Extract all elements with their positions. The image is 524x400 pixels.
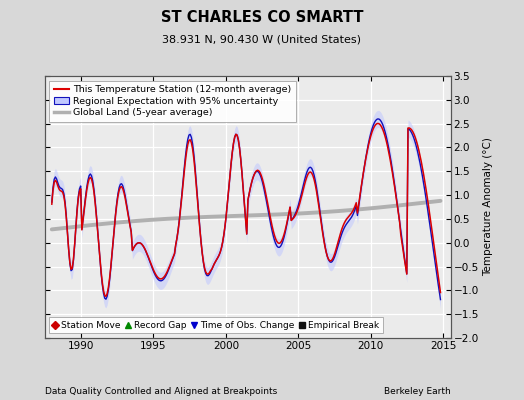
Text: Berkeley Earth: Berkeley Earth: [384, 387, 451, 396]
Text: ST CHARLES CO SMARTT: ST CHARLES CO SMARTT: [161, 10, 363, 25]
Text: 38.931 N, 90.430 W (United States): 38.931 N, 90.430 W (United States): [162, 34, 362, 44]
Y-axis label: Temperature Anomaly (°C): Temperature Anomaly (°C): [483, 138, 493, 276]
Legend: Station Move, Record Gap, Time of Obs. Change, Empirical Break: Station Move, Record Gap, Time of Obs. C…: [49, 317, 383, 334]
Text: Data Quality Controlled and Aligned at Breakpoints: Data Quality Controlled and Aligned at B…: [45, 387, 277, 396]
